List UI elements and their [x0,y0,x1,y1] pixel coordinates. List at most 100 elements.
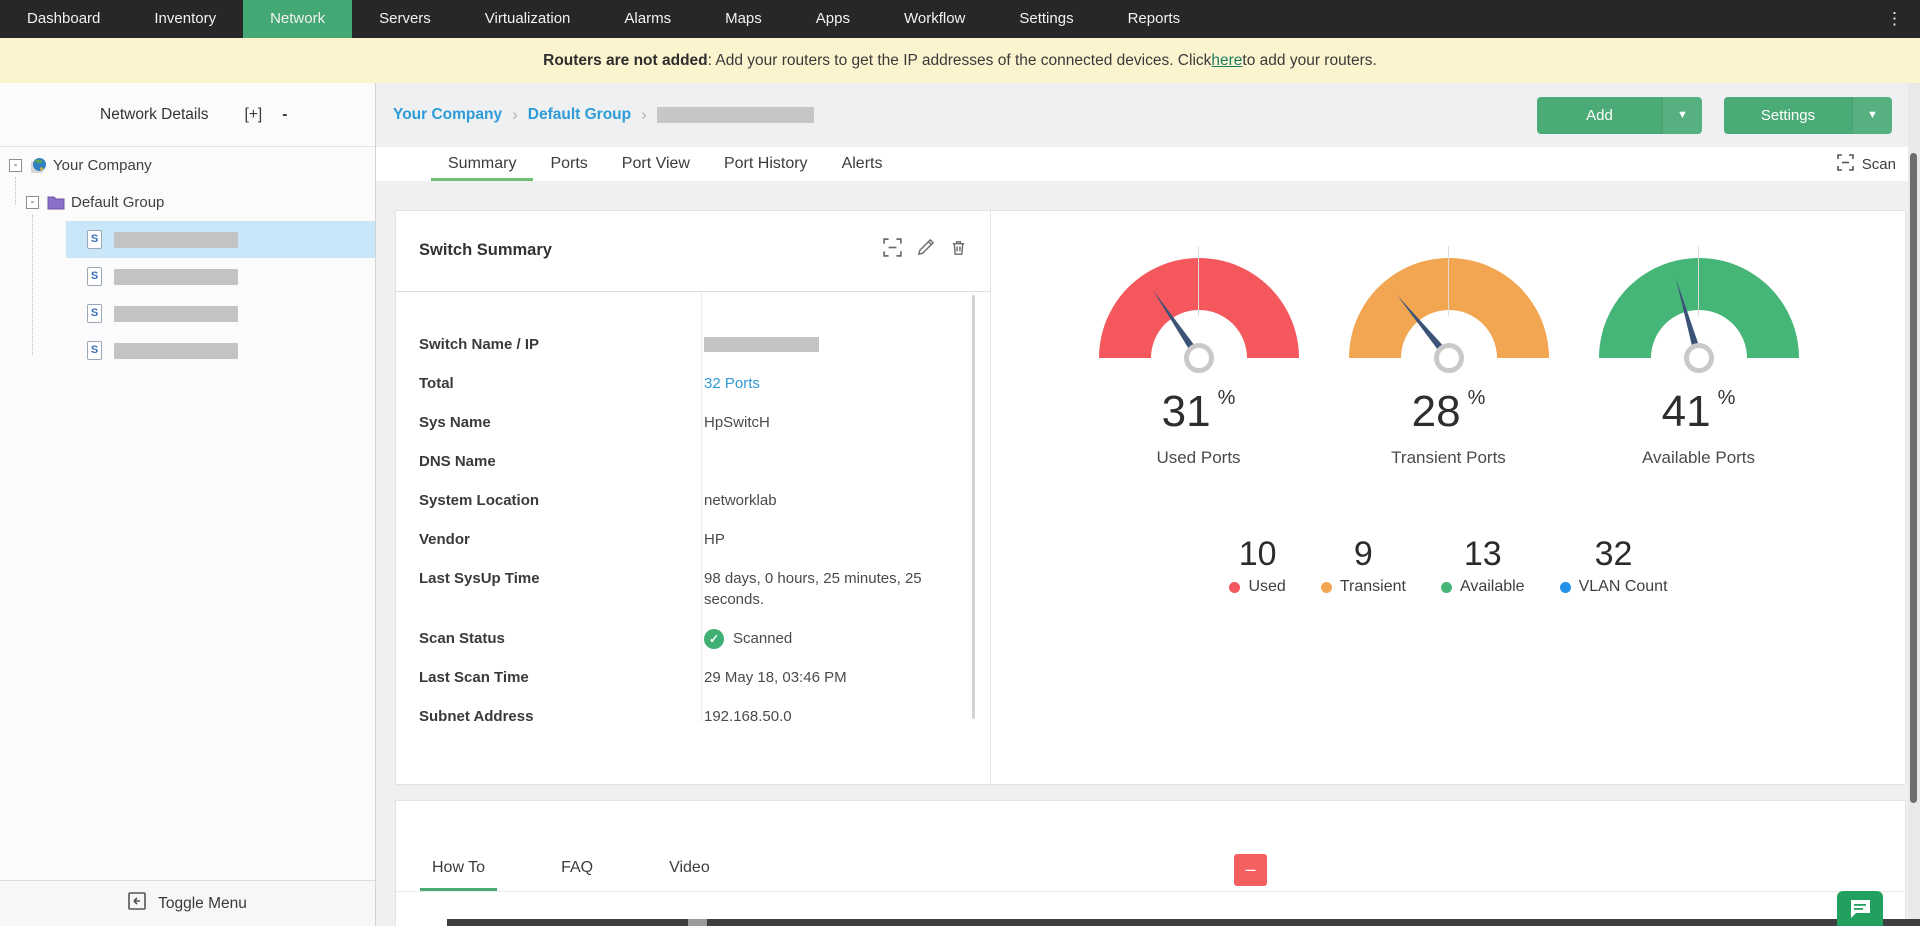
switch-summary-pane: Switch Summary Switch Name / IP Total [396,211,991,784]
help-tab-bar: How To FAQ Video [396,801,1905,892]
support-chat-button[interactable] [1837,891,1883,926]
tab-summary[interactable]: Summary [431,147,533,181]
counter-value: 10 [1238,535,1277,573]
nav-item-apps[interactable]: Apps [815,10,850,27]
gauge-tick [1447,246,1449,316]
tab-port-view[interactable]: Port View [621,155,690,172]
percent-sign: % [1467,387,1486,409]
field-row-total: Total 32 Ports [396,373,990,394]
help-tab-how-to[interactable]: How To [420,859,497,891]
field-row-last-scan-time: Last Scan Time 29 May 18, 03:46 PM [396,667,990,688]
sidebar: Network Details [+] - - Your Company - D… [0,83,376,926]
total-ports-link[interactable]: 32 Ports [704,375,760,392]
gauge-hub [1183,343,1214,373]
page-header: Your Company › Default Group › Add ▼ Set… [376,83,1920,147]
scan-icon [1836,153,1854,175]
gauge-tick [1197,246,1199,316]
settings-button[interactable]: Settings ▼ [1724,96,1892,134]
toggle-menu-button[interactable]: Toggle Menu [0,880,375,926]
add-button-label: Add [1586,106,1613,124]
tab-ports[interactable]: Ports [550,155,588,172]
counter-dot [1229,581,1241,593]
tree-node-switch-selected[interactable]: S [66,221,375,258]
tree-node-switch[interactable]: S [66,295,375,332]
horizontal-scrollbar[interactable] [447,919,1920,926]
nav-item-alarms[interactable]: Alarms [624,10,672,27]
gauge-label: Available Ports [1641,448,1756,467]
counter-value: 9 [1353,535,1373,573]
tree-expander-icon[interactable]: - [9,159,22,172]
toggle-menu-label: Toggle Menu [158,894,247,912]
field-label: Scan Status [419,630,505,647]
vertical-scrollbar[interactable] [1908,83,1920,919]
divider [396,291,990,292]
redacted-switch-name [114,268,238,285]
tree-node-default-group[interactable]: - Default Group [0,184,375,221]
tree-node-switch[interactable]: S [66,258,375,295]
banner-here-link[interactable]: here [1211,51,1243,69]
field-row-system-location: System Location networklab [396,490,990,511]
switch-fields: Switch Name / IP Total 32 Ports Sys Name… [396,292,990,722]
field-value: networklab [704,492,777,509]
collapse-help-button[interactable]: – [1234,854,1267,886]
nav-item-dashboard[interactable]: Dashboard [27,10,101,27]
tree-node-company[interactable]: - Your Company [0,147,375,184]
nav-item-inventory[interactable]: Inventory [154,10,217,27]
counter-available: 13 Available [1437,535,1529,596]
gauge-transient-ports: 28% Transient Ports [1348,246,1549,468]
counter-label: Used [1248,578,1286,596]
gauge-available-ports: 41% Available Ports [1598,246,1799,468]
nav-item-maps[interactable]: Maps [725,10,762,27]
redacted-switch-name [114,342,238,359]
field-row-scan-status: Scan Status ✓ Scanned [396,628,990,649]
settings-dropdown-caret[interactable]: ▼ [1852,96,1892,134]
header-buttons: Add ▼ Settings ▼ [1537,96,1892,134]
add-dropdown-caret[interactable]: ▼ [1662,96,1702,134]
scanned-check-icon: ✓ [704,628,724,649]
breadcrumb-separator: › [641,105,647,124]
field-row-dns-name: DNS Name [396,451,990,472]
field-row-switch-name: Switch Name / IP [396,334,990,355]
gauge-hub [1683,343,1714,373]
horizontal-scrollbar-thumb[interactable] [688,919,707,926]
expand-all-button[interactable]: [+] [244,105,263,123]
nav-item-reports[interactable]: Reports [1127,10,1181,27]
panel-scrollbar[interactable] [972,295,975,719]
gauge-tick [1697,246,1699,316]
tree-node-label: Your Company [53,157,152,174]
help-tab-faq[interactable]: FAQ [561,859,594,876]
column-divider [701,292,702,722]
breadcrumb-group[interactable]: Default Group [527,106,632,123]
nav-item-servers[interactable]: Servers [379,10,431,27]
nav-item-workflow[interactable]: Workflow [903,10,966,27]
field-label: Last SysUp Time [419,570,540,587]
breadcrumb-company[interactable]: Your Company [393,106,503,123]
counter-value: 13 [1463,535,1502,573]
field-value: ✓ Scanned [704,628,956,649]
field-value: HpSwitcH [704,414,770,431]
edit-pencil-icon[interactable] [916,238,935,257]
chat-bubble-icon [1850,899,1870,918]
kebab-menu-icon[interactable]: ⋮ [1886,9,1904,28]
switch-file-icon: S [87,341,102,360]
scan-button[interactable]: Scan [1836,147,1896,181]
vertical-scrollbar-thumb[interactable] [1910,153,1917,803]
tree-expander-icon[interactable]: - [26,196,39,209]
tree-node-switch[interactable]: S [66,332,375,369]
nav-item-settings[interactable]: Settings [1019,10,1074,27]
nav-item-virtualization[interactable]: Virtualization [484,10,571,27]
main-content: Your Company › Default Group › Add ▼ Set… [376,83,1920,926]
help-tab-video[interactable]: Video [669,859,710,876]
tab-port-history[interactable]: Port History [723,155,808,172]
nav-item-network[interactable]: Network [243,0,353,38]
field-label: Subnet Address [419,708,534,722]
tab-alerts[interactable]: Alerts [841,155,883,172]
collapse-all-button[interactable]: - [282,105,288,123]
add-button[interactable]: Add ▼ [1537,96,1702,134]
switch-summary-card: Switch Summary Switch Name / IP Total [395,210,1906,785]
breadcrumb: Your Company › Default Group › [393,105,814,125]
redacted-switch-name [114,305,238,322]
delete-trash-icon[interactable] [949,238,968,257]
scan-label: Scan [1861,155,1896,173]
rescan-icon[interactable] [883,238,902,257]
